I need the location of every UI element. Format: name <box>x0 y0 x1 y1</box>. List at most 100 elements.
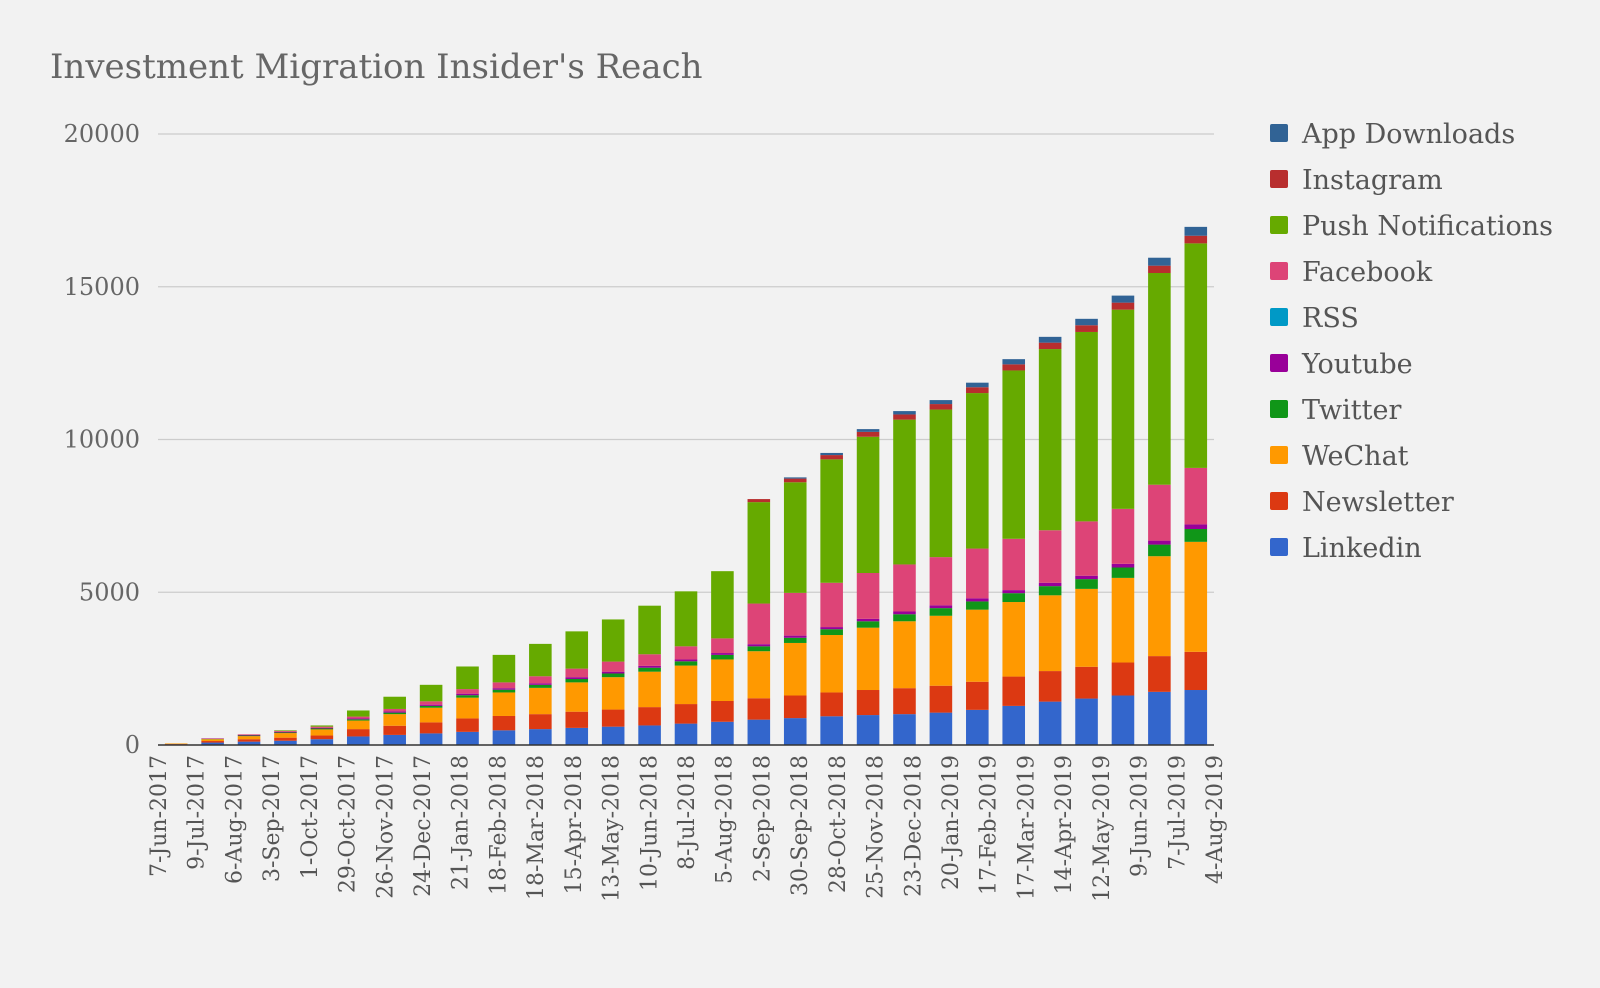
legend-label: RSS <box>1302 303 1359 334</box>
bar-segment-youtube <box>565 677 589 680</box>
bar-segment-push-notifications <box>1075 331 1098 522</box>
bar-segment-facebook <box>820 582 843 628</box>
x-tick-label: 6-Aug-2017 <box>222 755 247 884</box>
legend-label: Newsletter <box>1302 487 1454 518</box>
legend-item[interactable]: WeChat <box>1270 441 1409 472</box>
bar-segment-push-notifications <box>711 571 734 639</box>
bar-segment-linkedin <box>383 734 406 745</box>
bar-segment-twitter <box>346 719 370 721</box>
bar-segment-linkedin <box>1111 695 1135 745</box>
bar-segment-newsletter <box>747 698 771 720</box>
bar-segment-wechat <box>274 733 297 738</box>
bar-segment-newsletter <box>310 735 334 740</box>
bar-stack <box>456 666 479 745</box>
bar-segment-newsletter <box>893 688 916 715</box>
legend: App Downloads Instagram Push Notifications… <box>1270 119 1553 564</box>
x-tick-label: 15-Apr-2018 <box>562 755 587 894</box>
bar-stack <box>1111 295 1135 745</box>
bar-stack <box>783 477 807 745</box>
bar-segment-newsletter <box>529 714 552 730</box>
bar-segment-youtube <box>747 644 771 647</box>
bar-segment-push-notifications <box>529 643 552 677</box>
bar-segment-youtube <box>966 598 989 602</box>
bar-segment-youtube <box>419 704 443 706</box>
bar-segment-wechat <box>820 635 843 693</box>
legend-item[interactable]: Newsletter <box>1270 487 1454 518</box>
bar-stack <box>419 684 443 745</box>
bar-stack <box>966 382 989 745</box>
x-tick-label: 26-Nov-2017 <box>373 755 398 899</box>
x-tick-label: 7-Jun-2017 <box>147 755 172 877</box>
bar-segment-push-notifications <box>820 459 843 583</box>
x-tick-label: 3-Sep-2017 <box>260 755 285 882</box>
bar-segment-wechat <box>383 714 406 726</box>
legend-label: Facebook <box>1302 257 1433 288</box>
bar-segment-newsletter <box>820 692 843 717</box>
bar-segment-wechat <box>783 642 807 696</box>
bar-segment-wechat <box>893 621 916 689</box>
bar-segment-youtube <box>492 688 516 690</box>
bar-segment-push-notifications <box>310 725 334 727</box>
bar-segment-newsletter <box>856 690 880 716</box>
bar-segment-app-downloads <box>820 452 843 456</box>
x-tick-label: 7-Jul-2019 <box>1165 755 1190 870</box>
bar-segment-facebook <box>419 701 443 705</box>
bar-segment-newsletter <box>1038 671 1062 702</box>
bar-segment-newsletter <box>419 722 443 734</box>
bar-segment-twitter <box>1075 579 1098 589</box>
bar-segment-facebook <box>1038 530 1062 583</box>
x-tick-label: 24-Dec-2017 <box>411 755 436 897</box>
bar-segment-instagram <box>747 499 771 503</box>
legend-item[interactable]: Instagram <box>1270 165 1443 196</box>
y-tick-label: 10000 <box>64 426 140 454</box>
bar-segment-newsletter <box>601 709 625 727</box>
bar-segment-linkedin <box>419 733 443 745</box>
legend-swatch <box>1270 492 1288 510</box>
bar-segment-twitter <box>929 608 953 616</box>
bar-segment-youtube <box>383 711 406 713</box>
legend-swatch <box>1270 170 1288 188</box>
bar-segment-twitter <box>711 654 734 660</box>
legend-swatch <box>1270 124 1288 142</box>
legend-item[interactable]: Facebook <box>1270 257 1433 288</box>
bar-segment-facebook <box>966 548 989 599</box>
x-tick-label: 17-Feb-2019 <box>977 755 1002 895</box>
legend-swatch <box>1270 262 1288 280</box>
bar-stack <box>492 654 516 745</box>
bar-segment-youtube <box>638 665 661 668</box>
bar-segment-instagram <box>820 455 843 460</box>
bar-segment-instagram <box>1002 364 1026 371</box>
legend-swatch <box>1270 400 1288 418</box>
bar-stack <box>1002 359 1026 745</box>
bar-segment-wechat <box>164 743 188 745</box>
legend-item[interactable]: Linkedin <box>1270 533 1422 564</box>
legend-item[interactable]: RSS <box>1270 303 1359 334</box>
bar-segment-linkedin <box>893 714 916 745</box>
bar-segment-newsletter <box>638 707 661 726</box>
bar-segment-wechat <box>929 615 953 686</box>
bar-segment-newsletter <box>1111 662 1135 696</box>
bar-segment-newsletter <box>1075 666 1098 699</box>
bar-segment-facebook <box>601 661 625 672</box>
legend-item[interactable]: Push Notifications <box>1270 211 1553 242</box>
bar-segment-facebook <box>711 638 734 654</box>
legend-item[interactable]: App Downloads <box>1270 119 1515 150</box>
legend-item[interactable]: Youtube <box>1270 349 1413 380</box>
bar-segment-wechat <box>711 659 734 702</box>
bar-segment-app-downloads <box>1002 359 1026 365</box>
x-tick-label: 29-Oct-2017 <box>336 755 361 893</box>
bar-segment-facebook <box>529 676 552 684</box>
bar-segment-youtube <box>893 611 916 615</box>
bar-segment-linkedin <box>820 716 843 745</box>
bar-segment-push-notifications <box>492 654 516 683</box>
bar-segment-push-notifications <box>419 684 443 702</box>
y-axis-ticks: 0 5000 10000 15000 20000 <box>64 120 140 759</box>
bar-segment-youtube <box>820 627 843 630</box>
bar-segment-app-downloads <box>1075 318 1098 326</box>
bar-segment-linkedin <box>1075 698 1098 745</box>
bar-stack <box>1184 226 1208 745</box>
bar-segment-twitter <box>237 735 261 737</box>
legend-item[interactable]: Twitter <box>1270 395 1401 426</box>
bar-segment-wechat <box>1184 541 1208 652</box>
bar-segment-app-downloads <box>929 400 953 405</box>
